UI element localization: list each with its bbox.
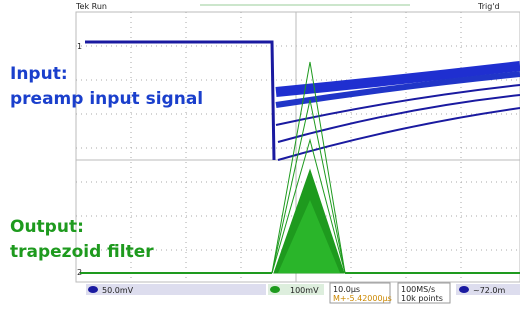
input-desc: preamp input signal: [10, 89, 203, 109]
input-title: Input:: [10, 64, 68, 84]
ch1-scale: 50.0mV: [102, 286, 134, 295]
ch2-scale: 100mV: [290, 286, 319, 295]
run-status: Tek Run: [75, 2, 107, 11]
ch1-marker: 1: [77, 42, 82, 51]
trigger-status: Trig'd: [477, 2, 500, 11]
output-desc: trapezoid filter: [10, 242, 154, 262]
ch2-icon: [270, 286, 280, 293]
scope-screenshot: Tek Run Trig'd 1 2 Input: preamp in: [0, 0, 520, 321]
ch2-marker: 2: [77, 268, 82, 277]
timebase: 10.0µs: [333, 285, 360, 294]
delay: M+-5.42000µs: [333, 294, 392, 303]
trigger-icon: [459, 286, 469, 293]
output-title: Output:: [10, 217, 84, 237]
trigger-level: ~72.0m: [473, 286, 506, 295]
record-length: 10k points: [401, 294, 443, 303]
sample-rate: 100MS/s: [401, 285, 435, 294]
ch1-icon: [88, 286, 98, 293]
